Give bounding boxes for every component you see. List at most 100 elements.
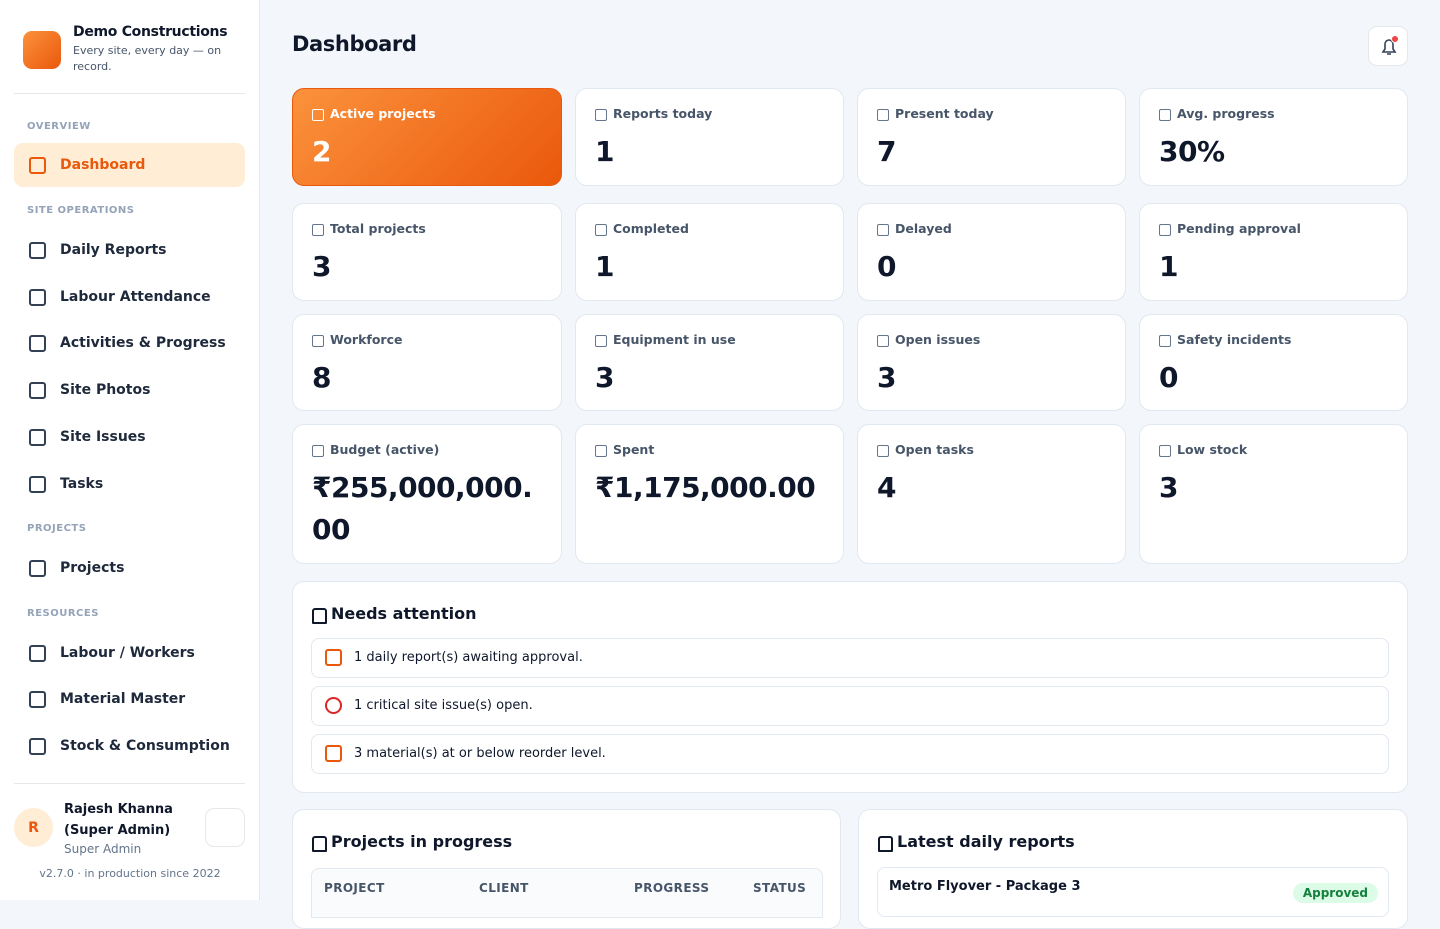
nav-label: Material Master xyxy=(60,691,186,707)
attention-item: 3 material(s) at or below reorder level. xyxy=(311,734,1389,774)
page-title: Dashboard xyxy=(292,32,417,56)
nav-item[interactable]: Labour Attendance xyxy=(14,275,245,319)
nav-icon xyxy=(29,476,46,493)
stat-label: Completed xyxy=(595,221,824,236)
stat-value: ₹255,000,000.00 xyxy=(312,471,533,546)
nav-item[interactable]: Projects xyxy=(14,546,245,590)
attention-text: 3 material(s) at or below reorder level. xyxy=(354,746,606,761)
nav-icon xyxy=(29,645,46,662)
nav-icon xyxy=(29,429,46,446)
stat-label: Reports today xyxy=(595,106,824,121)
stat-label: Delayed xyxy=(877,221,1106,236)
stat-card: Spent ₹1,175,000.00 xyxy=(575,424,844,564)
stat-label: Budget (active) xyxy=(312,442,542,457)
column-header: PROJECT xyxy=(324,881,385,895)
stat-value: 1 xyxy=(1159,250,1178,283)
nav-icon xyxy=(29,382,46,399)
stat-card: Budget (active) ₹255,000,000.00 xyxy=(292,424,562,564)
stat-card: Delayed 0 xyxy=(857,203,1126,301)
stat-card: Equipment in use 3 xyxy=(575,314,844,411)
nav-heading: PROJECTS xyxy=(27,523,87,534)
sidebar: Demo Constructions Every site, every day… xyxy=(0,0,260,900)
bell-icon xyxy=(1381,35,1399,55)
stat-label: Open tasks xyxy=(877,442,1106,457)
divider xyxy=(14,93,245,94)
stat-card: Completed 1 xyxy=(575,203,844,301)
stat-value: 7 xyxy=(877,135,896,168)
nav-label: Activities & Progress xyxy=(60,335,226,351)
stat-value: ₹1,175,000.00 xyxy=(595,471,816,504)
nav-icon xyxy=(29,560,46,577)
column-header: STATUS xyxy=(753,881,807,895)
nav-item[interactable]: Stock & Consumption xyxy=(14,724,245,768)
panel-title: Projects in progress xyxy=(311,832,513,852)
attention-item: 1 critical site issue(s) open. xyxy=(311,686,1389,726)
divider xyxy=(14,783,245,784)
stat-card: Reports today 1 xyxy=(575,88,844,186)
stat-card: Low stock 3 xyxy=(1139,424,1408,564)
nav-label: Site Issues xyxy=(60,429,146,445)
column-header: CLIENT xyxy=(479,881,529,895)
stat-value: 3 xyxy=(595,361,614,394)
nav-heading: SITE OPERATIONS xyxy=(27,205,135,216)
brand-tagline: Every site, every day — on record. xyxy=(73,44,222,73)
nav-item[interactable]: Activities & Progress xyxy=(14,321,245,365)
stat-label: Total projects xyxy=(312,221,542,236)
nav-item[interactable]: Tasks xyxy=(14,462,245,506)
nav-label: Site Photos xyxy=(60,382,151,398)
nav-item[interactable]: Labour / Workers xyxy=(14,631,245,675)
stat-label: Pending approval xyxy=(1159,221,1388,236)
attention-icon xyxy=(325,649,342,666)
nav-item[interactable]: Site Issues xyxy=(14,415,245,459)
nav-item[interactable]: Site Photos xyxy=(14,368,245,412)
report-item[interactable]: Metro Flyover - Package 3 Approved xyxy=(877,867,1389,917)
app: Demo Constructions Every site, every day… xyxy=(0,0,1408,929)
nav-item[interactable]: Material Master xyxy=(14,677,245,721)
nav-item[interactable]: Dashboard xyxy=(14,143,245,187)
stat-label: Workforce xyxy=(312,332,542,347)
nav-icon xyxy=(29,691,46,708)
nav-icon xyxy=(29,289,46,306)
logout-button[interactable] xyxy=(205,808,245,847)
attention-panel: Needs attention 1 daily report(s) awaiti… xyxy=(292,581,1408,793)
stat-label: Present today xyxy=(877,106,1106,121)
panel-title: Needs attention xyxy=(312,604,477,624)
stat-label: Open issues xyxy=(877,332,1106,347)
stat-card: Workforce 8 xyxy=(292,314,562,411)
nav-label: Stock & Consumption xyxy=(60,738,230,754)
stat-card: Safety incidents 0 xyxy=(1139,314,1408,411)
stat-value: 0 xyxy=(877,250,896,283)
reports-panel: Latest daily reports Metro Flyover - Pac… xyxy=(858,809,1408,929)
stat-label: Low stock xyxy=(1159,442,1388,457)
logo xyxy=(23,31,61,69)
stat-label: Avg. progress xyxy=(1159,106,1388,121)
attention-text: 1 critical site issue(s) open. xyxy=(354,698,533,713)
stat-card: Avg. progress 30% xyxy=(1139,88,1408,186)
stat-value: 1 xyxy=(595,250,614,283)
stat-label: Active projects xyxy=(312,106,542,121)
notifications-button[interactable] xyxy=(1368,26,1408,66)
stat-label: Spent xyxy=(595,442,824,457)
nav-item[interactable]: Daily Reports xyxy=(14,228,245,272)
stat-label: Equipment in use xyxy=(595,332,824,347)
nav-label: Projects xyxy=(60,560,125,576)
stat-value: 8 xyxy=(312,361,331,394)
nav-label: Labour Attendance xyxy=(60,289,211,305)
nav-icon xyxy=(29,242,46,259)
attention-icon xyxy=(325,745,342,762)
nav-heading: RESOURCES xyxy=(27,608,99,619)
projects-panel: Projects in progress PROJECT CLIENT PROGRE… xyxy=(292,809,841,929)
nav-heading: OVERVIEW xyxy=(27,121,91,132)
user-name: Rajesh Khanna (Super Admin) xyxy=(64,802,173,838)
status-badge: Approved xyxy=(1292,883,1378,903)
column-header: PROGRESS xyxy=(634,881,710,895)
avatar: R xyxy=(14,808,53,847)
stat-card: Total projects 3 xyxy=(292,203,562,301)
nav-icon xyxy=(29,335,46,352)
stat-value: 0 xyxy=(1159,361,1178,394)
stat-value: 3 xyxy=(1159,471,1178,504)
stat-label: Safety incidents xyxy=(1159,332,1388,347)
stat-value: 2 xyxy=(312,135,331,168)
attention-text: 1 daily report(s) awaiting approval. xyxy=(354,650,583,665)
stat-card: Active projects 2 xyxy=(292,88,562,186)
